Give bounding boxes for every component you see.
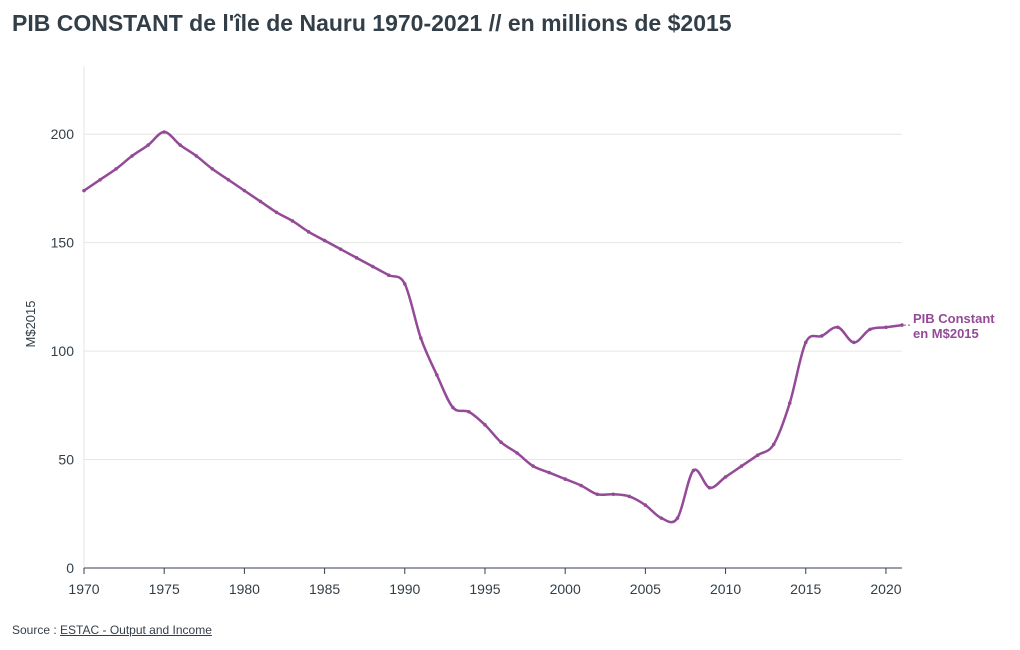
data-point-2018 bbox=[852, 340, 856, 345]
data-point-1976 bbox=[178, 143, 183, 147]
data-point-1982 bbox=[274, 210, 279, 215]
data-point-1974 bbox=[146, 143, 150, 147]
data-point-1979 bbox=[226, 177, 231, 182]
y-tick-label-150: 150 bbox=[51, 235, 75, 251]
data-point-1990 bbox=[402, 282, 407, 286]
data-point-2007 bbox=[675, 516, 680, 520]
data-point-2012 bbox=[755, 453, 760, 458]
x-tick-label-1985: 1985 bbox=[309, 581, 340, 597]
data-point-2010 bbox=[723, 475, 728, 479]
series-gdp bbox=[82, 130, 904, 524]
x-tick-label-2015: 2015 bbox=[790, 581, 821, 597]
source-link[interactable]: ESTAC - Output and Income bbox=[60, 623, 212, 637]
x-tick-label-2000: 2000 bbox=[550, 581, 581, 597]
x-tick-label-2020: 2020 bbox=[870, 581, 901, 597]
data-point-1986 bbox=[338, 247, 343, 251]
axes: 0 50 100 150 200 1970 1975 1980 1985 1990 1995 2000… bbox=[23, 66, 902, 597]
source-prefix: Source : bbox=[12, 623, 61, 637]
data-point-1980 bbox=[242, 188, 247, 193]
x-tick-label-1970: 1970 bbox=[68, 581, 99, 597]
data-point-1997 bbox=[515, 451, 519, 455]
y-tick-label-0: 0 bbox=[66, 560, 74, 576]
x-tick-label-2010: 2010 bbox=[710, 581, 741, 597]
data-point-1983 bbox=[290, 219, 295, 223]
y-tick-label-100: 100 bbox=[51, 343, 75, 359]
x-tick-label-1995: 1995 bbox=[469, 581, 500, 597]
data-point-1981 bbox=[258, 199, 263, 204]
data-point-2021 bbox=[900, 323, 904, 327]
data-point-2013 bbox=[771, 442, 776, 447]
data-point-1970 bbox=[82, 188, 86, 193]
data-point-2019 bbox=[868, 327, 872, 332]
data-point-2000 bbox=[563, 477, 567, 481]
data-point-2006 bbox=[659, 516, 664, 520]
data-point-2009 bbox=[707, 485, 712, 490]
x-tick-label-1975: 1975 bbox=[149, 581, 180, 597]
data-point-1988 bbox=[370, 264, 375, 269]
data-point-2003 bbox=[611, 492, 616, 497]
data-point-1973 bbox=[130, 154, 134, 158]
series-line bbox=[82, 130, 904, 524]
line-chart: 0 50 100 150 200 1970 1975 1980 1985 1990 1995 2000… bbox=[23, 66, 995, 597]
data-point-1989 bbox=[386, 273, 391, 278]
x-tick-label-2005: 2005 bbox=[630, 581, 661, 597]
data-point-1991 bbox=[419, 336, 423, 340]
x-tick-label-1980: 1980 bbox=[229, 581, 260, 597]
series-label-line-2: en M$2015 bbox=[913, 326, 979, 341]
data-point-1994 bbox=[467, 410, 471, 414]
data-point-1999 bbox=[547, 470, 551, 475]
data-point-1987 bbox=[354, 256, 359, 260]
data-point-1971 bbox=[98, 177, 102, 182]
x-tick-label-1990: 1990 bbox=[389, 581, 420, 597]
data-point-2004 bbox=[627, 494, 632, 499]
data-point-2015 bbox=[803, 340, 808, 345]
y-tick-label-50: 50 bbox=[58, 452, 74, 468]
data-point-2011 bbox=[739, 464, 744, 468]
chart-title: PIB CONSTANT de l'île de Nauru 1970-2021… bbox=[12, 10, 732, 36]
data-point-1998 bbox=[531, 464, 535, 468]
data-point-1993 bbox=[451, 405, 455, 410]
data-point-2001 bbox=[579, 483, 584, 488]
data-point-1977 bbox=[194, 154, 199, 158]
data-point-1972 bbox=[114, 167, 118, 171]
data-point-1984 bbox=[306, 230, 311, 234]
y-tick-label-200: 200 bbox=[51, 126, 75, 142]
data-point-1975 bbox=[162, 130, 166, 134]
gridlines bbox=[84, 133, 902, 461]
data-point-1995 bbox=[483, 423, 487, 427]
data-point-2017 bbox=[836, 325, 840, 330]
data-point-2005 bbox=[643, 503, 648, 507]
data-point-1996 bbox=[499, 440, 503, 445]
y-axis-title: M$2015 bbox=[23, 301, 38, 348]
data-point-2008 bbox=[691, 468, 696, 473]
data-point-2020 bbox=[884, 325, 888, 330]
data-point-1985 bbox=[322, 238, 327, 243]
data-point-2002 bbox=[595, 492, 600, 497]
source-note: Source : ESTAC - Output and Income bbox=[12, 623, 212, 637]
data-point-2014 bbox=[787, 401, 792, 405]
data-point-2016 bbox=[820, 334, 824, 338]
data-point-1978 bbox=[210, 167, 215, 171]
data-point-1992 bbox=[435, 373, 439, 377]
series-label-line-1: PIB Constant bbox=[913, 311, 995, 326]
